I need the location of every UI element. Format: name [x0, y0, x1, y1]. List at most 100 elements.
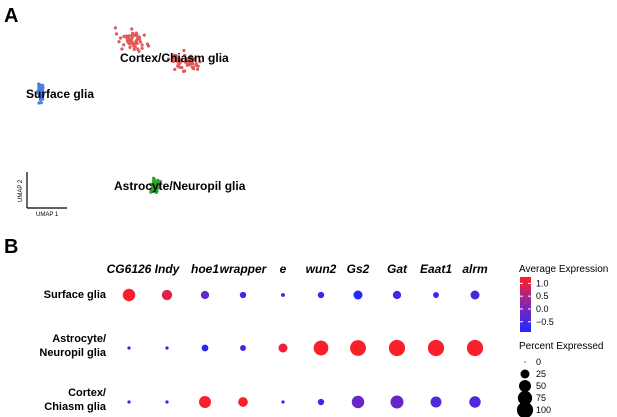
umap-point: [134, 33, 138, 38]
umap-point: [140, 46, 144, 51]
color-legend-ticks: 1.0 0.5 0.0 −0.5: [520, 278, 554, 327]
umap-point: [157, 185, 161, 189]
umap-point: [37, 82, 41, 86]
expression-dot: [165, 400, 169, 404]
expression-dot: [238, 397, 248, 407]
row-labels: Surface glia Astrocyte/Neuropil glia Corte…: [39, 289, 107, 413]
gene-label: Indy: [155, 262, 181, 276]
umap-y-label: UMAP 2: [18, 179, 24, 202]
expression-dot: [200, 290, 210, 300]
row-label: Surface glia: [44, 289, 107, 301]
expression-dot: [392, 290, 402, 300]
umap-point: [181, 69, 186, 73]
panel-a-letter: A: [4, 5, 18, 27]
row-label: Astrocyte/: [52, 333, 106, 345]
size-legend-label: 50: [536, 381, 546, 391]
umap-point: [173, 67, 177, 71]
expression-dot: [390, 395, 404, 409]
umap-point: [178, 65, 182, 69]
umap-point: [36, 90, 40, 94]
umap-point: [127, 41, 131, 45]
umap-point: [198, 60, 202, 64]
gene-label: Gs2: [347, 262, 370, 276]
umap-point: [142, 33, 146, 37]
color-legend-tick-label: 0.0: [536, 304, 549, 314]
umap-point: [146, 44, 151, 48]
umap-point: [41, 86, 45, 90]
umap-point: [194, 62, 198, 66]
umap-point: [188, 63, 192, 67]
gene-label: e: [280, 262, 287, 276]
umap-point: [134, 31, 138, 35]
umap-point: [152, 181, 156, 185]
umap-point: [191, 65, 196, 70]
umap-point: [122, 34, 126, 39]
cluster-label-cortex: Cortex/Chiasm glia: [120, 51, 229, 65]
size-legend-label: 75: [536, 393, 546, 403]
umap-point: [185, 63, 189, 67]
panel-b-letter: B: [4, 236, 18, 258]
umap-point: [149, 182, 153, 186]
umap-point: [156, 182, 160, 186]
umap-point: [114, 32, 119, 36]
umap-point: [128, 45, 132, 50]
umap-point: [154, 190, 158, 194]
cluster-label-surface: Surface glia: [26, 87, 94, 101]
row-label: Cortex/: [68, 387, 106, 399]
umap-point: [130, 27, 134, 31]
umap-x-label: UMAP 1: [36, 212, 59, 218]
umap-point: [171, 56, 175, 60]
expression-dot: [127, 346, 131, 350]
umap-point: [166, 57, 170, 61]
umap-point: [174, 56, 178, 60]
gene-label: Gat: [387, 262, 408, 276]
expression-dot: [240, 345, 246, 351]
umap-point: [120, 47, 124, 51]
expression-dot: [239, 291, 247, 299]
expression-dot: [430, 396, 442, 408]
umap-point: [152, 176, 156, 180]
umap-point: [185, 60, 189, 64]
expression-dot: [317, 398, 325, 406]
row-label: Neuropil glia: [39, 347, 107, 359]
umap-point: [151, 186, 155, 190]
umap-point: [178, 57, 182, 61]
umap-scatter: [36, 26, 202, 194]
umap-point: [132, 47, 136, 52]
expression-dot: [281, 400, 285, 404]
umap-point: [41, 83, 45, 87]
dot-plot: [122, 288, 484, 409]
size-legend-label: 0: [536, 357, 541, 367]
expression-dot: [201, 344, 209, 352]
expression-dot: [350, 340, 366, 356]
color-legend-bar: [520, 277, 531, 332]
umap-point: [138, 40, 142, 44]
umap-point: [125, 36, 129, 40]
gene-label: wun2: [306, 262, 337, 276]
expression-dot: [388, 339, 406, 357]
gene-label: alrm: [462, 262, 488, 276]
expression-dot: [127, 400, 131, 404]
expression-dot: [199, 396, 211, 408]
expression-dot: [281, 293, 285, 297]
expression-dot: [122, 288, 136, 302]
gene-label: hoe1: [191, 262, 219, 276]
size-legend-dot: [520, 369, 530, 379]
umap-point: [179, 60, 183, 64]
expression-dot: [165, 346, 169, 350]
color-legend-title: Average Expression: [519, 264, 608, 275]
expression-dot: [161, 289, 173, 301]
row-label: Chiasm glia: [44, 401, 107, 413]
size-legend-title: Percent Expressed: [519, 341, 604, 352]
umap-point: [130, 36, 134, 40]
umap-point: [135, 37, 139, 41]
size-legend-label: 100: [536, 405, 551, 415]
size-legend-dot: [519, 380, 531, 392]
expression-dot: [433, 292, 439, 298]
umap-point: [175, 59, 179, 63]
umap-point: [113, 26, 117, 30]
cluster-label-astrocyte: Astrocyte/Neuropil glia: [114, 179, 246, 193]
umap-axes: [26, 172, 67, 209]
expression-dot: [313, 340, 329, 356]
